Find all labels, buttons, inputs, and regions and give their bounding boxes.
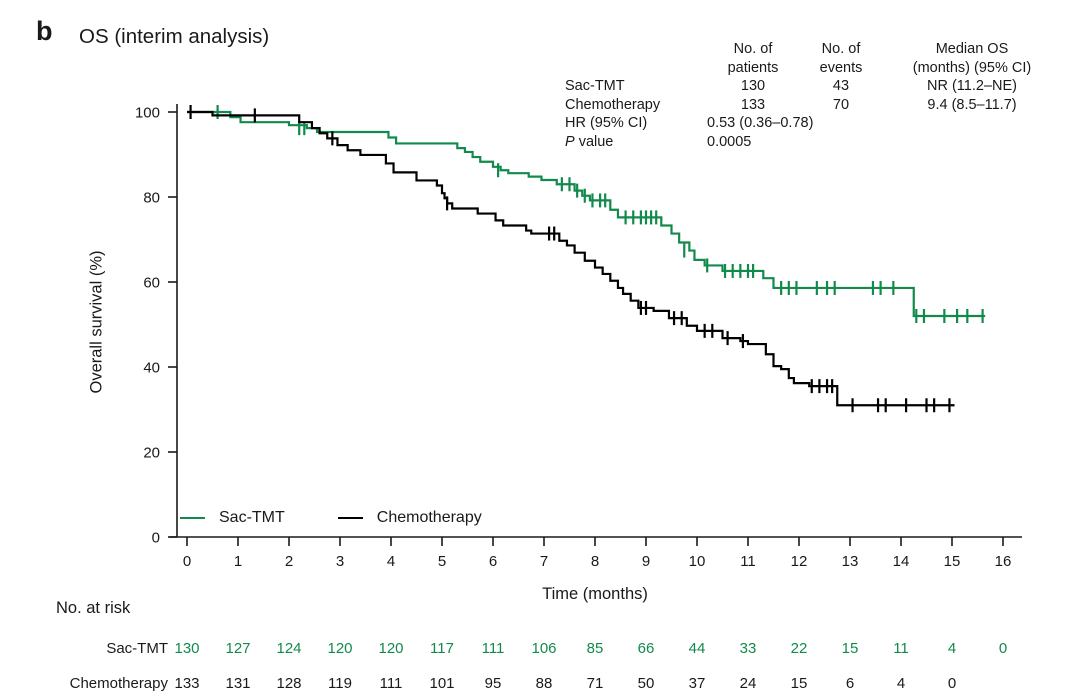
x-tick-label: 16 — [995, 553, 1012, 570]
at-risk-value: 4 — [896, 675, 906, 692]
at-risk-value: 4 — [947, 640, 957, 657]
at-risk-value: 124 — [276, 640, 302, 657]
at-risk-value: 22 — [790, 640, 808, 657]
at-risk-value: 133 — [174, 675, 200, 692]
at-risk-value: 120 — [378, 640, 404, 657]
x-tick-label: 14 — [893, 553, 910, 570]
y-tick-label: 40 — [143, 360, 160, 377]
at-risk-row-label-sac-tmt: Sac-TMT — [106, 640, 168, 657]
stats-chemotherapy-patients: 133 — [740, 96, 766, 113]
stats-p-value: 0.0005 — [707, 133, 752, 150]
at-risk-value: 15 — [790, 675, 808, 692]
y-tick-label: 100 — [135, 105, 160, 122]
at-risk-value: 15 — [841, 640, 859, 657]
p-rest: value — [574, 133, 614, 150]
stats-chemotherapy-events: 70 — [832, 96, 850, 113]
at-risk-value: 106 — [531, 640, 557, 657]
at-risk-value: 44 — [688, 640, 706, 657]
at-risk-value: 101 — [429, 675, 455, 692]
y-tick-label: 60 — [143, 275, 160, 292]
at-risk-value: 117 — [430, 640, 454, 657]
stats-chemotherapy-median: 9.4 (8.5–11.7) — [927, 96, 1017, 113]
at-risk-value: 33 — [739, 640, 757, 657]
x-tick-label: 15 — [944, 553, 961, 570]
at-risk-row-label-chemotherapy: Chemotherapy — [69, 675, 168, 692]
at-risk-value: 0 — [998, 640, 1008, 657]
x-tick-label: 6 — [489, 553, 497, 570]
stats-row-label-chemotherapy: Chemotherapy — [565, 96, 661, 113]
x-tick-label: 4 — [387, 553, 395, 570]
x-axis-title: Time (months) — [542, 585, 648, 603]
at-risk-value: 24 — [739, 675, 757, 692]
stats-sac-tmt-patients: 130 — [740, 78, 766, 95]
at-risk-value: 85 — [586, 640, 604, 657]
at-risk-value: 0 — [947, 675, 957, 692]
stats-header-spacer — [565, 40, 707, 77]
x-tick-label: 10 — [689, 553, 706, 570]
x-tick-label: 7 — [540, 553, 548, 570]
stats-sac-tmt-median: NR (11.2–NE) — [927, 78, 1017, 95]
at-risk-value: 88 — [535, 675, 553, 692]
y-tick-label: 80 — [143, 190, 160, 207]
plot-legend: Sac-TMT Chemotherapy — [180, 509, 535, 527]
x-tick-label: 1 — [234, 553, 242, 570]
legend-label-chemotherapy: Chemotherapy — [376, 509, 482, 526]
y-axis-title: Overall survival (%) — [87, 250, 106, 394]
at-risk-value: 119 — [328, 675, 352, 692]
at-risk-value: 95 — [484, 675, 502, 692]
at-risk-value: 6 — [845, 675, 855, 692]
x-tick-label: 3 — [336, 553, 344, 570]
p-italic: P — [565, 133, 575, 150]
stats-header-events: No. of events — [819, 41, 863, 76]
km-curve-sac-tmt — [187, 110, 986, 318]
at-risk-value: 111 — [481, 640, 505, 657]
legend-line-chemotherapy-icon — [337, 516, 363, 520]
at-risk-value: 127 — [225, 640, 251, 657]
at-risk-value: 71 — [586, 675, 604, 692]
at-risk-value: 120 — [327, 640, 353, 657]
at-risk-title: No. at risk — [56, 599, 131, 617]
stats-hr-value: 0.53 (0.36–0.78) — [707, 115, 814, 132]
y-tick-label: 20 — [143, 445, 160, 462]
stats-hr-label: HR (95% CI) — [565, 115, 648, 132]
at-risk-value: 50 — [637, 675, 655, 692]
legend-label-sac-tmt: Sac-TMT — [219, 509, 285, 526]
at-risk-value: 131 — [225, 675, 251, 692]
figure-title: OS (interim analysis) — [79, 25, 270, 48]
x-tick-label: 9 — [642, 553, 650, 570]
at-risk-value: 130 — [174, 640, 200, 657]
stats-sac-tmt-events: 43 — [832, 78, 850, 95]
x-tick-label: 13 — [842, 553, 859, 570]
x-tick-label: 11 — [740, 553, 756, 570]
at-risk-value: 11 — [893, 640, 909, 657]
x-tick-label: 12 — [791, 553, 808, 570]
stats-header-patients: No. of patients — [727, 41, 779, 76]
stats-p-label: P value — [565, 133, 707, 152]
at-risk-value: 66 — [637, 640, 655, 657]
panel-letter: b — [36, 16, 53, 46]
summary-stats-table: No. of patients No. of events Median OS … — [565, 40, 1061, 151]
km-curve-chemotherapy — [187, 110, 955, 407]
at-risk-value: 111 — [379, 675, 403, 692]
stats-row-label-sac-tmt: Sac-TMT — [565, 78, 625, 95]
x-tick-label: 0 — [183, 553, 191, 570]
at-risk-value: 37 — [688, 675, 706, 692]
x-tick-label: 5 — [438, 553, 446, 570]
x-tick-label: 2 — [285, 553, 293, 570]
at-risk-value: 128 — [276, 675, 302, 692]
y-tick-label: 0 — [152, 530, 160, 547]
x-tick-label: 8 — [591, 553, 599, 570]
stats-header-median: Median OS (months) (95% CI) — [912, 41, 1032, 76]
legend-line-sac-tmt-icon — [180, 516, 205, 520]
